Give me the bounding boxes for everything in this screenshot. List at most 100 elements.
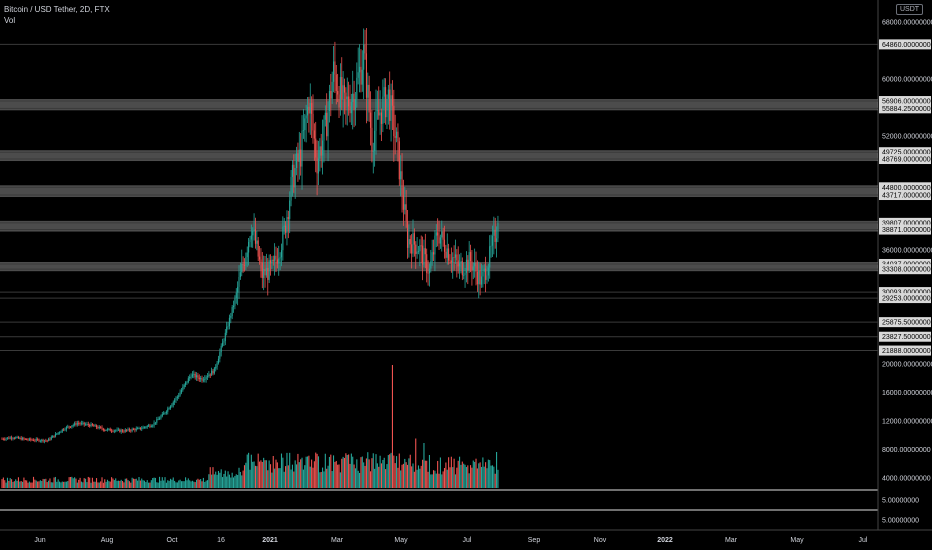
volume-bar xyxy=(380,463,383,488)
candle-body xyxy=(241,264,243,273)
volume-bar xyxy=(274,468,276,488)
volume-bar xyxy=(476,468,478,488)
candle-body xyxy=(475,262,477,272)
candle-body xyxy=(278,258,280,264)
candle-body xyxy=(238,277,240,287)
candle-body xyxy=(152,425,154,427)
volume-bar xyxy=(494,473,496,488)
volume-bar xyxy=(137,480,139,488)
volume-bar xyxy=(301,457,303,488)
candle-body xyxy=(361,69,363,85)
volume-bar xyxy=(257,453,259,488)
level-label-box xyxy=(879,317,931,328)
candle-body xyxy=(441,231,443,238)
volume-bar xyxy=(79,477,81,488)
volume-bar xyxy=(223,473,225,488)
volume-bar xyxy=(68,477,70,488)
candle-body xyxy=(468,252,470,271)
volume-bar xyxy=(238,467,240,488)
volume-bar xyxy=(72,478,74,488)
candle-body xyxy=(67,426,69,428)
volume-bar xyxy=(300,459,302,488)
candle-body xyxy=(274,255,276,262)
volume-bar xyxy=(256,466,258,488)
volume-bar xyxy=(46,482,48,488)
candle-body xyxy=(469,252,472,262)
candle-body xyxy=(32,439,35,441)
volume-bar xyxy=(441,474,443,488)
volume-bar xyxy=(393,455,395,488)
candle-body xyxy=(269,260,272,264)
volume-bar xyxy=(449,467,451,488)
volume-bar xyxy=(54,476,56,488)
volume-bar xyxy=(383,457,385,488)
volume-bar xyxy=(28,481,30,488)
candle-body xyxy=(442,231,444,240)
time-tick-label: 2022 xyxy=(657,537,673,544)
volume-bar xyxy=(234,475,236,488)
candles xyxy=(1,27,499,444)
volume-bar xyxy=(408,458,410,488)
volume-bar xyxy=(475,458,477,488)
volume-bar xyxy=(398,453,400,488)
volume-bar xyxy=(482,457,484,488)
price-tick-label: 60000.00000000 xyxy=(882,77,932,84)
candle-body xyxy=(315,138,317,158)
volume-bar xyxy=(98,482,100,488)
candle-body xyxy=(148,425,150,427)
candle-body xyxy=(400,171,402,180)
candle-body xyxy=(286,217,288,233)
volume-bar xyxy=(52,482,54,488)
volume-bar xyxy=(330,454,332,488)
candle-body xyxy=(209,374,211,376)
volume-bar xyxy=(191,480,193,488)
candle-body xyxy=(493,229,495,236)
volume-bar xyxy=(479,462,481,488)
candle-body xyxy=(160,416,162,419)
candle-body xyxy=(324,112,326,120)
volume-bar xyxy=(433,470,435,488)
candle-body xyxy=(452,257,454,263)
time-tick-label: Sep xyxy=(528,537,541,544)
currency-badge[interactable]: USDT xyxy=(896,4,924,15)
time-tick-label: Oct xyxy=(167,537,178,544)
volume-bar xyxy=(76,482,78,488)
volume-bar xyxy=(172,477,174,488)
volume-bar xyxy=(368,459,370,488)
volume-bar xyxy=(168,480,170,488)
candle-body xyxy=(280,250,283,258)
candle-body xyxy=(122,430,124,432)
candle-body xyxy=(298,149,300,162)
volume-bar xyxy=(260,460,262,488)
volume-bar xyxy=(1,479,3,488)
candle-body xyxy=(54,434,56,437)
candle-body xyxy=(19,437,21,439)
candle-body xyxy=(138,427,140,429)
candle-body xyxy=(305,115,307,119)
volume-bar xyxy=(124,478,126,488)
resistance-zone xyxy=(0,99,878,111)
volume-bar xyxy=(437,460,439,488)
candle-body xyxy=(246,252,248,258)
candle-body xyxy=(261,262,263,278)
candle-body xyxy=(313,130,315,139)
volume-bar xyxy=(60,482,62,488)
volume-bar xyxy=(332,455,335,488)
volume-bar xyxy=(146,480,148,488)
volume-bar xyxy=(24,480,26,488)
volume-bar xyxy=(23,477,25,488)
candle-body xyxy=(486,275,488,280)
candle-body xyxy=(423,248,425,265)
candle-body xyxy=(363,44,365,70)
candle-body xyxy=(141,428,143,430)
candle-body xyxy=(413,233,415,245)
candle-body xyxy=(476,271,478,285)
candle-body xyxy=(461,261,463,276)
candle-body xyxy=(426,254,428,273)
candle-body xyxy=(296,153,298,169)
volume-bar xyxy=(486,468,488,488)
candle-body xyxy=(195,375,198,378)
volume-bar xyxy=(467,465,469,488)
candle-body xyxy=(61,429,63,432)
